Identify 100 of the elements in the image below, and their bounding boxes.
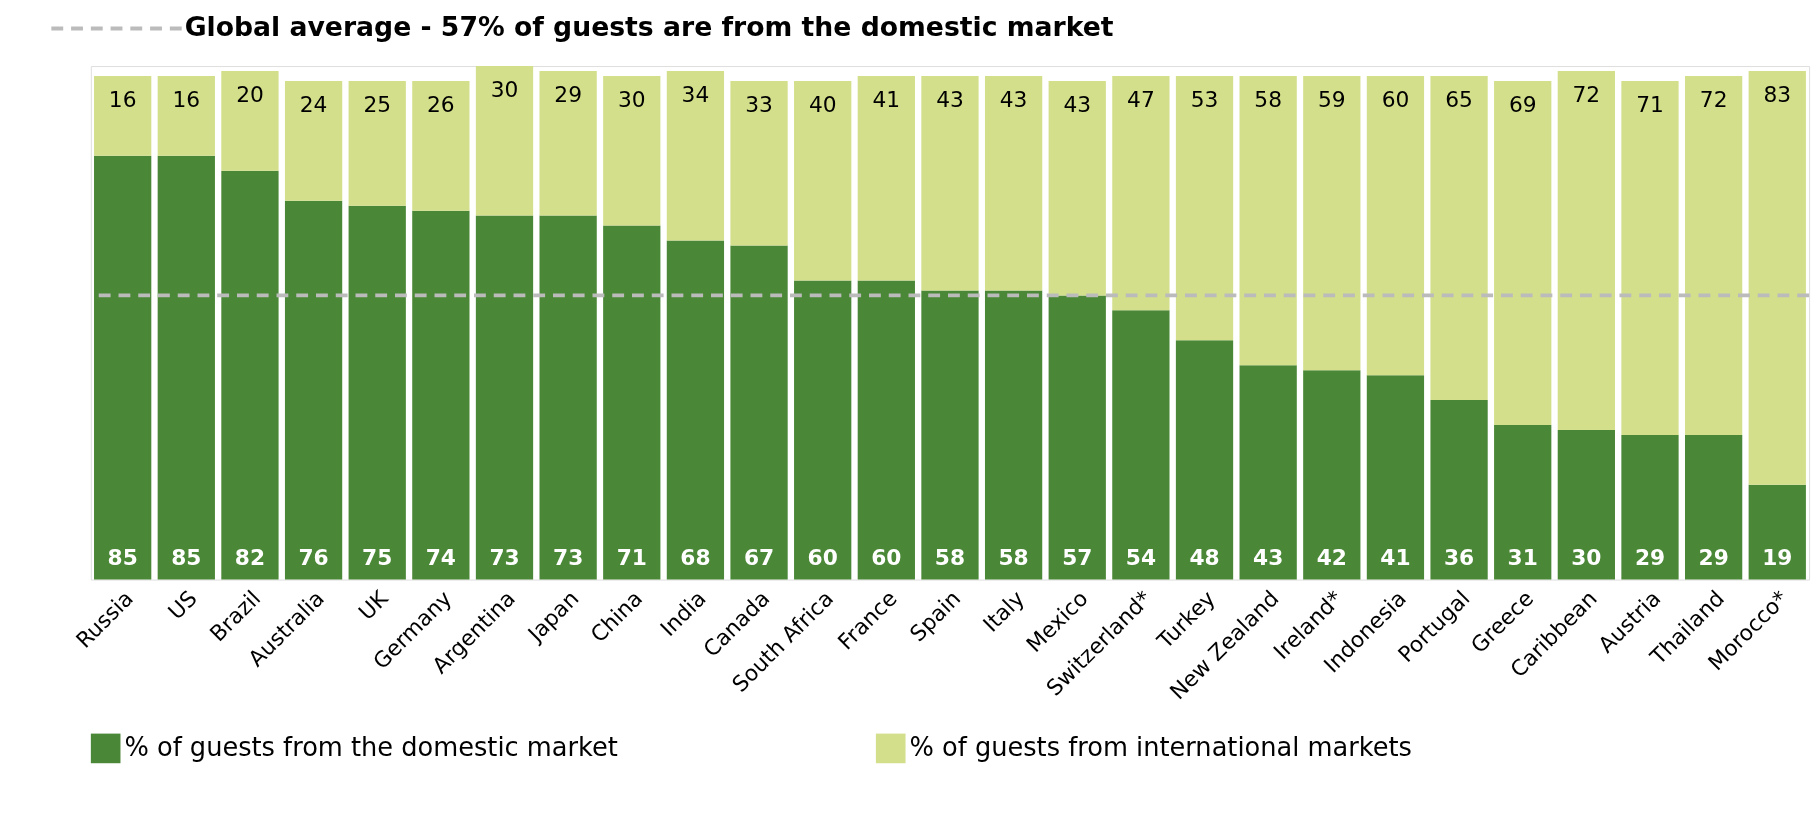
bar	[666, 71, 725, 241]
data-label: 36	[1443, 544, 1475, 570]
data-label: 20	[236, 81, 264, 107]
bar	[730, 81, 788, 246]
bar	[794, 81, 852, 281]
bar	[984, 290, 1043, 580]
bar	[412, 210, 470, 580]
bar	[1366, 76, 1425, 376]
data-label: 29	[554, 81, 582, 107]
bar	[730, 245, 788, 580]
bar	[1303, 76, 1361, 371]
data-label: 74	[425, 544, 456, 570]
bar	[1494, 425, 1552, 580]
data-label: 58	[1254, 86, 1282, 112]
data-label: 65	[1445, 86, 1473, 112]
bar	[348, 81, 406, 206]
bar	[475, 215, 534, 580]
legend-label: % of guests from international markets	[909, 732, 1412, 763]
bar	[1175, 76, 1234, 341]
bar	[1048, 295, 1106, 580]
bar	[857, 280, 915, 580]
bar	[1748, 71, 1806, 485]
data-label: 73	[553, 544, 584, 570]
bar	[1048, 81, 1106, 296]
data-label: 71	[1636, 91, 1664, 117]
bar	[1239, 365, 1297, 580]
bar	[284, 81, 343, 201]
bar	[1748, 484, 1806, 580]
bar	[1112, 310, 1170, 580]
data-label: 69	[1508, 91, 1537, 117]
data-label: 60	[871, 544, 902, 570]
data-label: 53	[1190, 86, 1219, 112]
data-label: 72	[1699, 86, 1728, 112]
data-label: 76	[298, 544, 329, 570]
bar	[1430, 76, 1488, 401]
bar	[1175, 340, 1234, 580]
bar	[348, 205, 406, 580]
bar	[94, 155, 152, 580]
bar	[1239, 76, 1297, 366]
data-label: 58	[934, 544, 966, 570]
bar	[1684, 76, 1743, 435]
data-label: 58	[998, 544, 1029, 570]
data-label: 24	[299, 91, 328, 117]
bar	[1112, 76, 1170, 311]
data-label: 67	[743, 544, 775, 570]
data-label: 42	[1316, 544, 1347, 570]
bar	[1557, 429, 1615, 580]
bar	[1621, 81, 1679, 435]
data-label: 16	[172, 86, 201, 112]
data-label: 68	[680, 544, 711, 570]
data-label: 71	[616, 544, 647, 570]
bar	[157, 155, 215, 580]
data-label: 41	[872, 86, 901, 112]
data-label: 59	[1317, 86, 1346, 112]
bar	[603, 225, 661, 580]
bar	[603, 76, 661, 226]
bar	[1557, 71, 1615, 430]
data-label: 54	[1125, 544, 1156, 570]
bar	[1303, 370, 1361, 580]
data-label: 57	[1062, 544, 1093, 570]
data-label: 43	[1063, 91, 1092, 117]
bar	[539, 71, 597, 216]
data-label: 85	[107, 544, 138, 570]
data-label: 25	[363, 91, 392, 117]
data-label: 43	[999, 86, 1028, 112]
data-label: 82	[234, 544, 266, 570]
data-label: 43	[936, 86, 964, 112]
data-label: 48	[1189, 544, 1220, 570]
bar	[1684, 434, 1743, 580]
bar	[1366, 375, 1425, 580]
legend-label: % of guests from the domestic market	[124, 732, 618, 763]
data-label: 41	[1380, 544, 1411, 570]
bar	[94, 76, 152, 156]
data-label: 30	[1571, 544, 1602, 570]
data-label: 30	[490, 76, 519, 102]
data-label: 34	[681, 81, 710, 107]
data-label: 33	[745, 91, 773, 117]
data-label: 43	[1253, 544, 1284, 570]
bar	[412, 81, 470, 211]
data-label: 85	[171, 544, 202, 570]
bar	[475, 66, 534, 216]
data-label: 60	[807, 544, 838, 570]
bar	[921, 76, 979, 291]
bar	[1621, 434, 1679, 580]
data-label: 29	[1698, 544, 1729, 570]
data-label: 19	[1762, 544, 1793, 570]
data-label: 29	[1634, 544, 1666, 570]
bar	[666, 240, 725, 580]
bar	[157, 76, 215, 156]
data-label: 40	[808, 91, 837, 117]
data-label: 73	[489, 544, 520, 570]
bar	[1430, 400, 1488, 580]
data-label: 47	[1127, 86, 1155, 112]
data-label: 26	[427, 91, 455, 117]
legend-label: Global average - 57% of guests are from the domestic market	[184, 11, 1114, 43]
x-tick-label: US	[163, 585, 202, 625]
data-label: 31	[1507, 544, 1538, 570]
data-label: 72	[1572, 81, 1601, 107]
bar	[539, 215, 597, 580]
bar	[221, 170, 279, 580]
